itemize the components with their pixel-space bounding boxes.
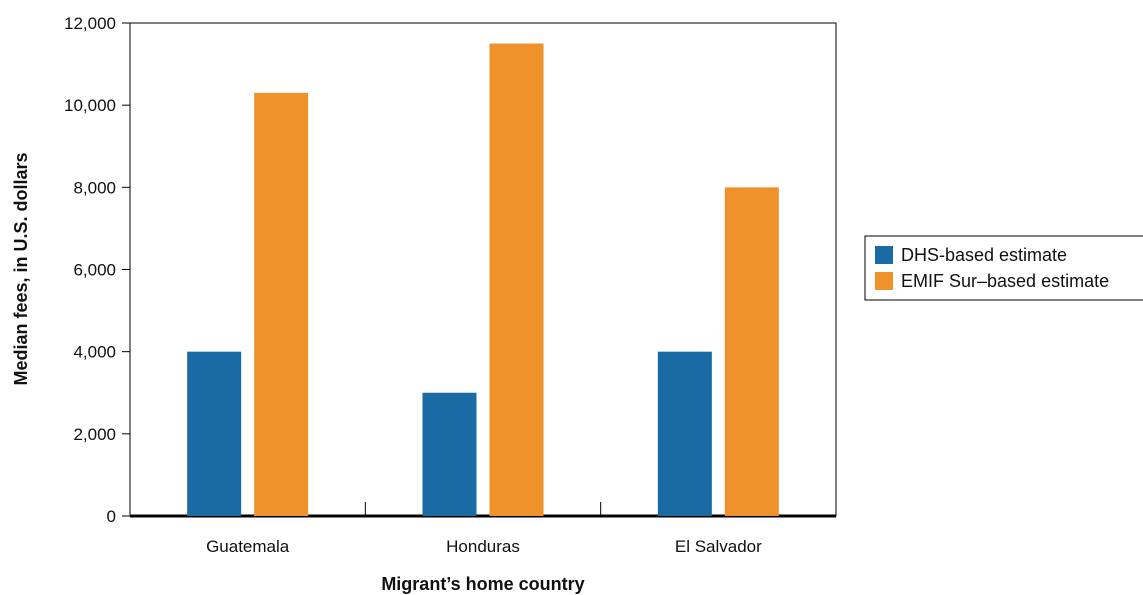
x-tick-label: Guatemala [206,537,290,556]
x-axis: Guatemala Honduras El Salvador [130,502,836,556]
y-tick-label: 0 [107,507,116,526]
legend-swatch [875,272,893,290]
y-tick-label: 6,000 [73,261,116,280]
legend-box [864,235,1143,301]
legend-label: EMIF Sur–based estimate [901,271,1109,291]
y-axis: 0 2,000 4,000 6,000 8,000 10,000 12,000 [64,14,130,526]
bar-el-salvador-series-2 [724,187,779,517]
y-tick-label: 4,000 [73,343,116,362]
bar-honduras-series-1 [422,392,477,516]
y-axis-title: Median fees, in U.S. dollars [11,152,31,385]
bar-guatemala-series-2 [254,92,309,516]
x-tick-label: El Salvador [675,537,762,556]
y-tick-label: 8,000 [73,178,116,197]
x-tick-label: Honduras [446,537,520,556]
bars-group [187,43,779,517]
bar-guatemala-series-1 [187,351,242,516]
legend-label: DHS-based estimate [901,245,1067,265]
bar-honduras-series-2 [489,43,544,517]
bar-el-salvador-series-1 [657,351,712,516]
y-tick-label: 2,000 [73,425,116,444]
x-axis-title: Migrant’s home country [381,574,584,594]
y-tick-label: 10,000 [64,96,116,115]
legend: DHS-based estimate EMIF Sur–based estimat… [864,235,1143,301]
y-tick-label: 12,000 [64,14,116,33]
legend-swatch [875,246,893,264]
